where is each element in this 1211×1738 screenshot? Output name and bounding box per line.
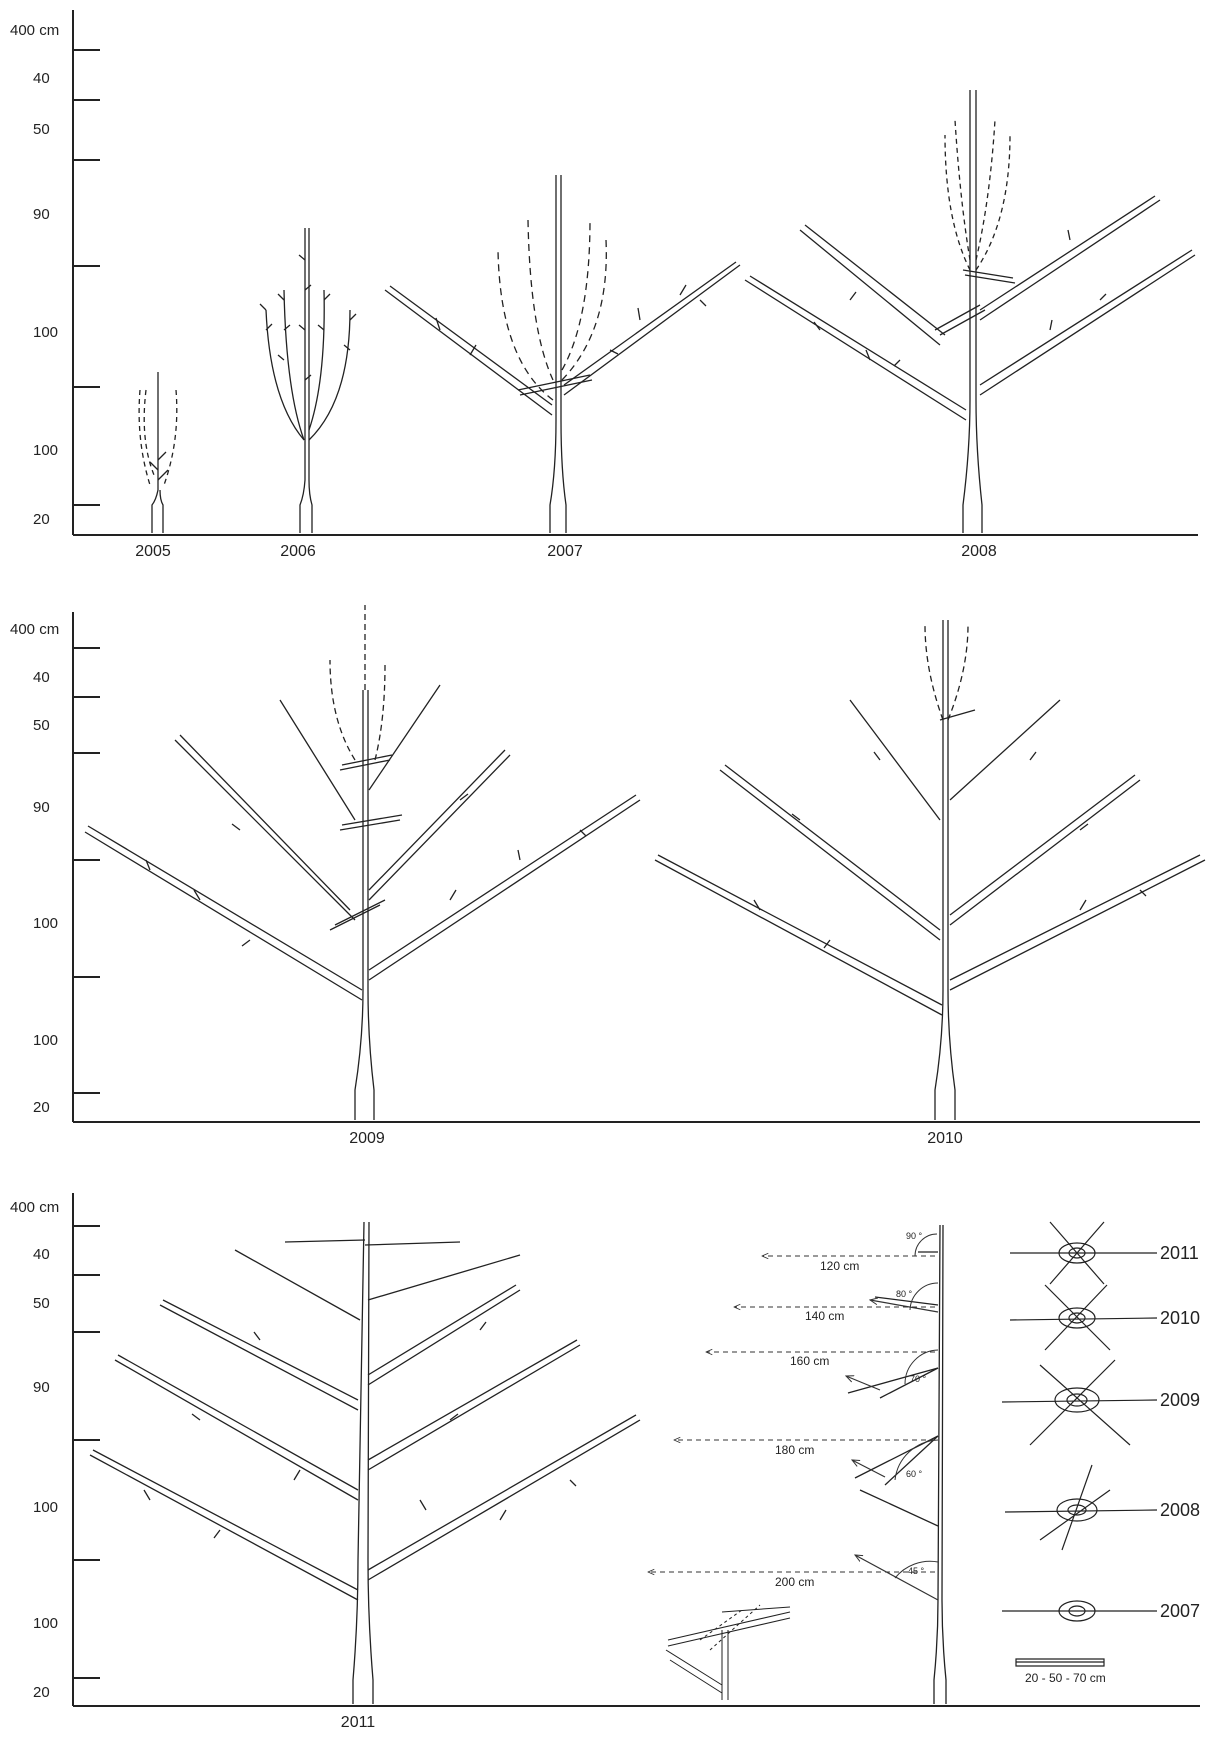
- legend-year: 2007: [1160, 1601, 1201, 1621]
- angle-arcs: [894, 1233, 939, 1579]
- legend-year: 2008: [1160, 1500, 1201, 1520]
- scale-label: 20 - 50 - 70 cm: [1025, 1671, 1106, 1685]
- axis-label: 100: [33, 324, 59, 341]
- panel-2-axes: [72, 612, 1200, 1123]
- insert-sketch: [665, 1604, 791, 1700]
- angle-label: 90 °: [906, 1231, 923, 1241]
- spiral-2008: [1004, 1464, 1158, 1551]
- year-label: 2006: [280, 543, 316, 560]
- axis-label: 50: [33, 121, 50, 138]
- year-label: 2011: [340, 1714, 376, 1731]
- axis-label: 40: [33, 70, 50, 87]
- tree-2010: [654, 620, 1206, 1120]
- year-label: 2007: [547, 543, 583, 560]
- axis-label: 90: [33, 799, 50, 816]
- legend-spirals: [1001, 1221, 1158, 1667]
- angle-label: 45 °: [908, 1566, 925, 1576]
- tree-2006: [259, 228, 357, 533]
- legend-year: 2009: [1160, 1390, 1201, 1410]
- axis-label: 400 cm: [10, 22, 60, 39]
- angle-label: 70 °: [910, 1374, 927, 1384]
- axis-label: 90: [33, 1379, 50, 1396]
- axis-label: 400 cm: [10, 621, 60, 638]
- angle-label: 80 °: [896, 1289, 913, 1299]
- year-label: 2009: [349, 1130, 385, 1147]
- legend-year: 2011: [1160, 1243, 1199, 1263]
- tree-2005: [138, 372, 178, 533]
- year-label: 2005: [135, 543, 171, 560]
- distance-label: 140 cm: [805, 1309, 845, 1323]
- axis-label: 100: [33, 442, 59, 459]
- distance-label: 160 cm: [790, 1354, 830, 1368]
- tree-2008: [744, 90, 1196, 533]
- year-label: 2008: [961, 543, 997, 560]
- distance-label: 200 cm: [775, 1575, 815, 1589]
- axis-label: 100: [33, 1615, 59, 1632]
- tree-2011: [89, 1221, 641, 1704]
- axis-label: 40: [33, 1246, 50, 1263]
- axis-label: 50: [33, 1295, 50, 1312]
- spiral-2010: [1009, 1284, 1158, 1351]
- tree-2007: [384, 175, 741, 533]
- spiral-2009: [1001, 1359, 1158, 1446]
- axis-label: 20: [33, 511, 50, 528]
- axis-label: 100: [33, 1032, 59, 1049]
- spiral-2011: [1010, 1221, 1157, 1285]
- year-label: 2010: [927, 1130, 963, 1147]
- axis-label: 90: [33, 206, 50, 223]
- axis-label: 40: [33, 669, 50, 686]
- axis-label: 20: [33, 1684, 50, 1701]
- angle-label: 60 °: [906, 1469, 923, 1479]
- distance-label: 120 cm: [820, 1259, 860, 1273]
- tree-2009: [84, 605, 641, 1120]
- axis-label: 400 cm: [10, 1199, 60, 1216]
- distance-label: 180 cm: [775, 1443, 815, 1457]
- angle-branch-arrows: [846, 1300, 939, 1601]
- panel-1-axes: [72, 10, 1198, 536]
- spiral-2007: [1002, 1600, 1157, 1622]
- axis-label: 100: [33, 915, 59, 932]
- axis-label: 100: [33, 1499, 59, 1516]
- axis-label: 20: [33, 1099, 50, 1116]
- scale-bar: [1015, 1658, 1105, 1667]
- legend-year: 2010: [1160, 1308, 1201, 1328]
- axis-label: 50: [33, 717, 50, 734]
- panel-3-axes: [72, 1193, 1200, 1707]
